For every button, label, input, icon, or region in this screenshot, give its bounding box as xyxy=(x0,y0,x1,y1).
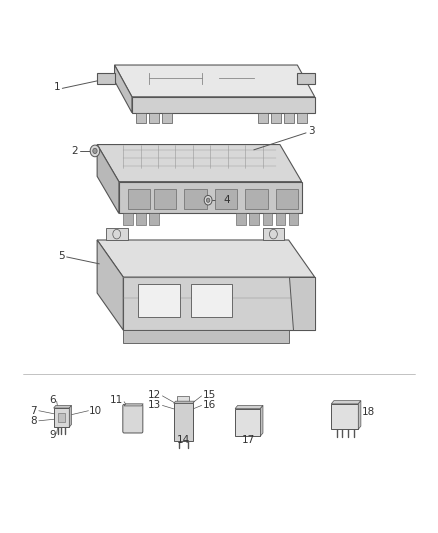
Polygon shape xyxy=(271,113,281,123)
Text: 8: 8 xyxy=(31,416,37,426)
Text: 1: 1 xyxy=(53,82,60,92)
Text: 14: 14 xyxy=(177,435,190,445)
Polygon shape xyxy=(260,406,263,436)
Polygon shape xyxy=(115,65,315,97)
Bar xyxy=(177,396,189,403)
Polygon shape xyxy=(297,73,315,84)
Text: 7: 7 xyxy=(31,406,37,416)
Polygon shape xyxy=(136,214,146,225)
Text: 15: 15 xyxy=(202,390,215,400)
Text: 9: 9 xyxy=(49,430,56,440)
Text: 3: 3 xyxy=(308,126,315,136)
Polygon shape xyxy=(119,182,302,214)
Polygon shape xyxy=(262,228,284,240)
Polygon shape xyxy=(123,214,133,225)
Text: 13: 13 xyxy=(148,400,162,410)
Polygon shape xyxy=(162,113,172,123)
Text: 10: 10 xyxy=(89,406,102,416)
Polygon shape xyxy=(289,277,315,330)
Polygon shape xyxy=(136,113,146,123)
Polygon shape xyxy=(97,144,119,214)
Text: 12: 12 xyxy=(148,390,162,400)
Bar xyxy=(154,189,177,209)
Bar xyxy=(215,189,237,209)
Polygon shape xyxy=(97,73,115,84)
Polygon shape xyxy=(97,144,302,182)
Polygon shape xyxy=(123,277,315,330)
Circle shape xyxy=(93,148,97,154)
Text: 4: 4 xyxy=(223,195,230,205)
Polygon shape xyxy=(331,401,361,404)
Polygon shape xyxy=(276,214,285,225)
Polygon shape xyxy=(297,113,307,123)
Polygon shape xyxy=(358,401,361,429)
Polygon shape xyxy=(258,113,268,123)
Polygon shape xyxy=(237,214,246,225)
Polygon shape xyxy=(69,406,71,427)
Bar xyxy=(245,189,268,209)
Text: 17: 17 xyxy=(241,434,255,445)
Polygon shape xyxy=(123,330,289,343)
Polygon shape xyxy=(124,404,143,406)
Polygon shape xyxy=(289,214,298,225)
Polygon shape xyxy=(149,214,159,225)
Bar xyxy=(127,189,150,209)
Text: 18: 18 xyxy=(362,407,375,417)
Circle shape xyxy=(204,196,212,205)
Text: 2: 2 xyxy=(71,146,78,156)
Polygon shape xyxy=(53,408,69,427)
Bar xyxy=(191,284,232,317)
Polygon shape xyxy=(284,113,294,123)
Text: 11: 11 xyxy=(110,395,123,405)
FancyBboxPatch shape xyxy=(123,405,143,433)
Polygon shape xyxy=(53,406,71,408)
Bar xyxy=(174,403,193,441)
Bar xyxy=(184,189,207,209)
Polygon shape xyxy=(106,228,127,240)
Polygon shape xyxy=(250,214,259,225)
Circle shape xyxy=(206,198,210,203)
Text: 16: 16 xyxy=(202,400,215,410)
Polygon shape xyxy=(132,97,315,113)
Bar xyxy=(138,284,180,317)
Polygon shape xyxy=(115,65,132,113)
Polygon shape xyxy=(235,406,263,409)
Text: 6: 6 xyxy=(49,395,56,405)
Bar xyxy=(57,413,65,422)
Bar xyxy=(276,189,298,209)
Polygon shape xyxy=(262,214,272,225)
Polygon shape xyxy=(97,240,123,330)
Polygon shape xyxy=(174,401,194,403)
Polygon shape xyxy=(97,240,315,277)
Text: 5: 5 xyxy=(58,251,64,261)
Bar xyxy=(331,404,358,429)
Circle shape xyxy=(90,145,100,157)
Polygon shape xyxy=(149,113,159,123)
Bar xyxy=(235,409,260,436)
